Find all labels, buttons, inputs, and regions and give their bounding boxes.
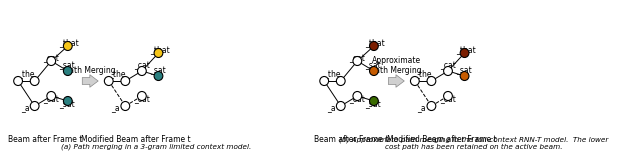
Circle shape — [353, 56, 362, 66]
Text: _a: _a — [417, 103, 426, 112]
Circle shape — [337, 77, 345, 85]
Text: Beam after Frame t: Beam after Frame t — [314, 135, 388, 144]
Circle shape — [138, 92, 147, 101]
Text: _that: _that — [59, 38, 79, 47]
Circle shape — [154, 72, 163, 80]
Circle shape — [369, 42, 378, 50]
Text: _cat: _cat — [349, 54, 365, 63]
Text: _the: _the — [109, 69, 125, 78]
Text: _cat: _cat — [44, 95, 60, 104]
Circle shape — [47, 92, 56, 101]
FancyArrowPatch shape — [83, 75, 98, 87]
Text: Approximate
Path Merging: Approximate Path Merging — [371, 56, 422, 75]
Text: _cat: _cat — [134, 61, 150, 70]
Circle shape — [444, 66, 452, 76]
Circle shape — [63, 66, 72, 76]
Text: _sat: _sat — [365, 100, 381, 109]
Text: _the: _the — [18, 69, 35, 78]
Text: _sat: _sat — [59, 100, 75, 109]
Text: Beam after Frame t: Beam after Frame t — [8, 135, 83, 144]
Text: _a: _a — [326, 103, 335, 112]
Text: _the: _the — [324, 69, 340, 78]
Text: _cat: _cat — [44, 54, 60, 63]
Text: _sat: _sat — [365, 61, 381, 70]
Circle shape — [369, 66, 378, 76]
Text: _the: _the — [415, 69, 431, 78]
Circle shape — [104, 77, 113, 85]
Text: Modified Beam after Frame t: Modified Beam after Frame t — [387, 135, 497, 144]
Text: (a) Path merging in a 3-gram limited context model.: (a) Path merging in a 3-gram limited con… — [61, 144, 252, 151]
Text: _sat: _sat — [59, 61, 75, 70]
Circle shape — [30, 77, 39, 85]
Circle shape — [121, 101, 130, 111]
Circle shape — [154, 48, 163, 58]
Text: _cat: _cat — [134, 95, 150, 104]
Text: _sat: _sat — [456, 66, 472, 75]
Circle shape — [369, 96, 378, 106]
Circle shape — [444, 92, 452, 101]
Circle shape — [320, 77, 328, 85]
Text: _cat: _cat — [440, 61, 456, 70]
Circle shape — [47, 56, 56, 66]
Circle shape — [63, 42, 72, 50]
Text: _a: _a — [111, 103, 120, 112]
Circle shape — [63, 96, 72, 106]
Circle shape — [121, 77, 130, 85]
Circle shape — [460, 48, 469, 58]
Text: _that: _that — [150, 45, 170, 54]
FancyArrowPatch shape — [388, 75, 404, 87]
Circle shape — [337, 101, 345, 111]
Circle shape — [460, 72, 469, 80]
Circle shape — [427, 77, 436, 85]
Text: _a: _a — [20, 103, 29, 112]
Circle shape — [13, 77, 22, 85]
Text: (b) Approximate path merging in the full-context RNN-T model.  The lower
cost pa: (b) Approximate path merging in the full… — [339, 137, 608, 151]
Circle shape — [138, 66, 147, 76]
Text: _cat: _cat — [440, 95, 456, 104]
Circle shape — [353, 92, 362, 101]
Circle shape — [410, 77, 419, 85]
Text: _that: _that — [456, 45, 476, 54]
Text: _cat: _cat — [349, 95, 365, 104]
Text: _that: _that — [365, 38, 385, 47]
Circle shape — [30, 101, 39, 111]
Text: Path Merging: Path Merging — [65, 66, 116, 75]
Circle shape — [427, 101, 436, 111]
Text: Modified Beam after Frame t: Modified Beam after Frame t — [81, 135, 191, 144]
Text: _sat: _sat — [150, 66, 165, 75]
